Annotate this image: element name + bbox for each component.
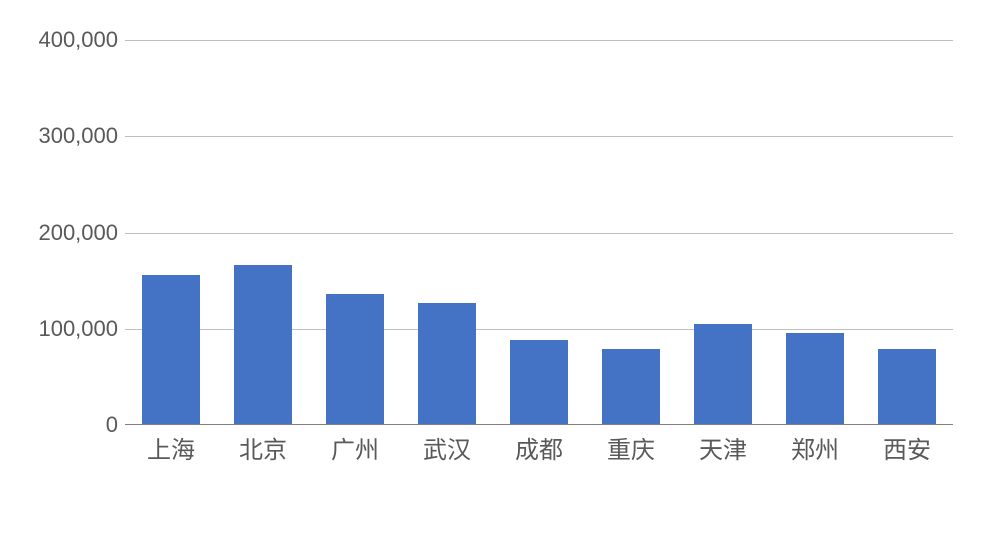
plot-area xyxy=(125,40,953,425)
bar xyxy=(234,265,291,424)
bars-group xyxy=(125,40,953,424)
y-axis-labels: 0100,000200,000300,000400,000 xyxy=(20,40,118,425)
y-tick-label: 300,000 xyxy=(38,123,118,149)
y-tick-label: 100,000 xyxy=(38,316,118,342)
x-tick-label: 天津 xyxy=(699,430,747,465)
x-tick-label: 西安 xyxy=(883,430,931,465)
x-tick-label: 上海 xyxy=(147,430,195,465)
x-tick-label: 广州 xyxy=(331,430,379,465)
x-axis-labels: 上海北京广州武汉成都重庆天津郑州西安 xyxy=(125,430,953,460)
bar xyxy=(142,275,199,424)
x-tick-label: 武汉 xyxy=(423,430,471,465)
bar xyxy=(786,333,843,424)
x-tick-label: 北京 xyxy=(239,430,287,465)
bar xyxy=(326,294,383,424)
x-tick-label: 重庆 xyxy=(607,430,655,465)
y-tick-label: 200,000 xyxy=(38,220,118,246)
bar xyxy=(602,349,659,424)
x-tick-label: 郑州 xyxy=(791,430,839,465)
y-tick-label: 400,000 xyxy=(38,27,118,53)
bar xyxy=(418,303,475,424)
bar xyxy=(694,324,751,424)
x-tick-label: 成都 xyxy=(515,430,563,465)
y-tick-label: 0 xyxy=(106,412,118,438)
bar xyxy=(878,349,935,424)
bar xyxy=(510,340,567,424)
bar-chart: 0100,000200,000300,000400,000 上海北京广州武汉成都… xyxy=(20,30,960,470)
